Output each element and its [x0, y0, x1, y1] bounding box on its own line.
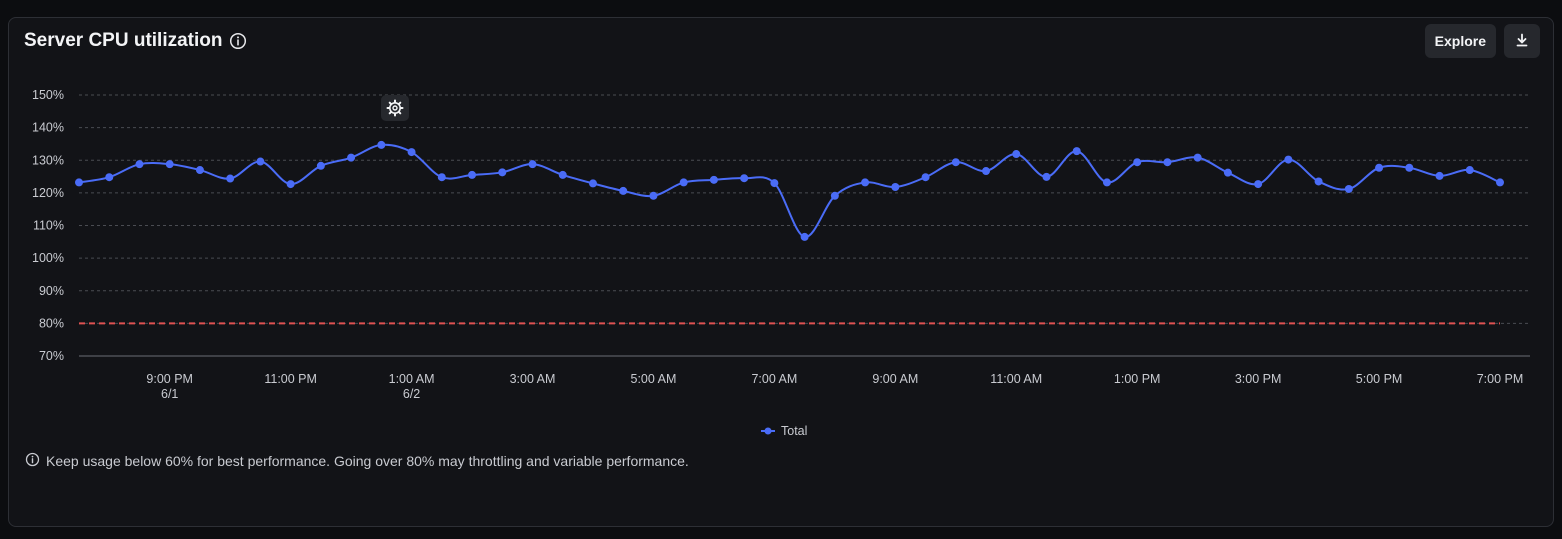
x-tick-label: 3:00 PM — [1235, 372, 1282, 386]
data-point[interactable] — [407, 148, 416, 157]
data-point[interactable] — [1344, 184, 1353, 193]
data-point[interactable] — [1042, 172, 1051, 181]
data-point[interactable] — [165, 160, 174, 169]
chart-actions: Explore — [1424, 24, 1540, 58]
x-tick-label: 7:00 AM — [751, 372, 797, 386]
data-point[interactable] — [377, 140, 386, 149]
y-tick-label: 80% — [39, 316, 64, 330]
data-point[interactable] — [1284, 155, 1293, 164]
data-point[interactable] — [1375, 163, 1384, 172]
data-point[interactable] — [347, 153, 356, 162]
data-point[interactable] — [1133, 158, 1142, 167]
data-point[interactable] — [1254, 180, 1263, 189]
data-point[interactable] — [135, 160, 144, 169]
data-point[interactable] — [1102, 178, 1111, 187]
y-tick-label: 140% — [32, 121, 64, 135]
x-tick-label: 9:00 PM — [146, 372, 193, 386]
data-point[interactable] — [1193, 153, 1202, 162]
legend-marker — [764, 427, 772, 435]
chart-header: Server CPU utilization — [24, 30, 247, 52]
y-tick-label: 100% — [32, 251, 64, 265]
data-point[interactable] — [740, 174, 749, 183]
data-point[interactable] — [316, 161, 325, 170]
data-point[interactable] — [709, 175, 718, 184]
x-tick-label: 5:00 PM — [1356, 372, 1403, 386]
y-axis-ticks: 70% 80% 90% 100% 110% 120% 130% 140% 150% — [32, 88, 64, 363]
x-tick-date-label: 6/1 — [161, 387, 178, 401]
settings-button[interactable] — [381, 95, 409, 121]
grid-lines — [79, 94, 1530, 357]
y-tick-label: 150% — [32, 88, 64, 102]
data-point[interactable] — [951, 158, 960, 167]
data-point[interactable] — [468, 170, 477, 179]
x-tick-label: 1:00 PM — [1114, 372, 1161, 386]
x-tick-label: 9:00 AM — [872, 372, 918, 386]
data-point[interactable] — [679, 178, 688, 187]
legend[interactable]: Total — [761, 424, 807, 438]
data-point[interactable] — [1314, 177, 1323, 186]
usage-note: Keep usage below 60% for best performanc… — [25, 452, 689, 470]
y-tick-label: 130% — [32, 153, 64, 167]
data-point[interactable] — [105, 173, 114, 182]
chart-title: Server CPU utilization — [24, 30, 223, 51]
data-point[interactable] — [1012, 150, 1021, 159]
data-point[interactable] — [286, 180, 295, 189]
info-icon[interactable] — [229, 32, 247, 50]
data-point[interactable] — [1465, 166, 1474, 175]
data-point[interactable] — [558, 170, 567, 179]
chart-card — [8, 17, 1554, 527]
data-point[interactable] — [437, 173, 446, 182]
data-point[interactable] — [1072, 147, 1081, 156]
data-point[interactable] — [891, 183, 900, 192]
data-point[interactable] — [619, 186, 628, 195]
data-point[interactable] — [1435, 171, 1444, 180]
data-point[interactable] — [498, 168, 507, 177]
data-point[interactable] — [921, 173, 930, 182]
data-point[interactable] — [1223, 168, 1232, 177]
data-point[interactable] — [982, 167, 991, 176]
data-point[interactable] — [528, 160, 537, 169]
x-tick-label: 11:00 PM — [264, 372, 317, 386]
data-point[interactable] — [649, 191, 658, 200]
data-point[interactable] — [1405, 163, 1414, 172]
info-icon — [25, 452, 40, 470]
x-tick-label: 7:00 PM — [1477, 372, 1524, 386]
data-point[interactable] — [75, 178, 83, 187]
legend-item-total[interactable]: Total — [761, 424, 807, 438]
data-point[interactable] — [256, 157, 265, 166]
explore-button[interactable]: Explore — [1424, 24, 1496, 58]
x-axis-ticks: 9:00 PM6/1 11:00 PM 1:00 AM6/2 3:00 AM 5:00 … — [146, 372, 1523, 401]
y-tick-label: 120% — [32, 186, 64, 200]
data-point[interactable] — [195, 166, 204, 175]
data-point[interactable] — [588, 179, 597, 188]
download-button[interactable] — [1504, 24, 1540, 58]
data-point[interactable] — [1496, 178, 1504, 187]
legend-label: Total — [781, 424, 807, 438]
data-point[interactable] — [1163, 158, 1172, 167]
download-icon — [1515, 33, 1529, 50]
data-point[interactable] — [226, 174, 235, 183]
x-tick-label: 1:00 AM — [389, 372, 435, 386]
data-point[interactable] — [830, 191, 839, 200]
data-point[interactable] — [800, 232, 809, 241]
series-points[interactable] — [75, 140, 1504, 241]
x-tick-label: 11:00 AM — [990, 372, 1042, 386]
gear-icon — [386, 99, 404, 117]
y-tick-label: 110% — [33, 219, 64, 233]
y-tick-label: 90% — [39, 284, 64, 298]
x-tick-label: 3:00 AM — [510, 372, 556, 386]
usage-note-text: Keep usage below 60% for best performanc… — [46, 453, 689, 469]
data-point[interactable] — [861, 178, 870, 187]
y-tick-label: 70% — [39, 349, 64, 363]
x-tick-label: 5:00 AM — [631, 372, 677, 386]
data-point[interactable] — [770, 179, 779, 188]
x-tick-date-label: 6/2 — [403, 387, 420, 401]
